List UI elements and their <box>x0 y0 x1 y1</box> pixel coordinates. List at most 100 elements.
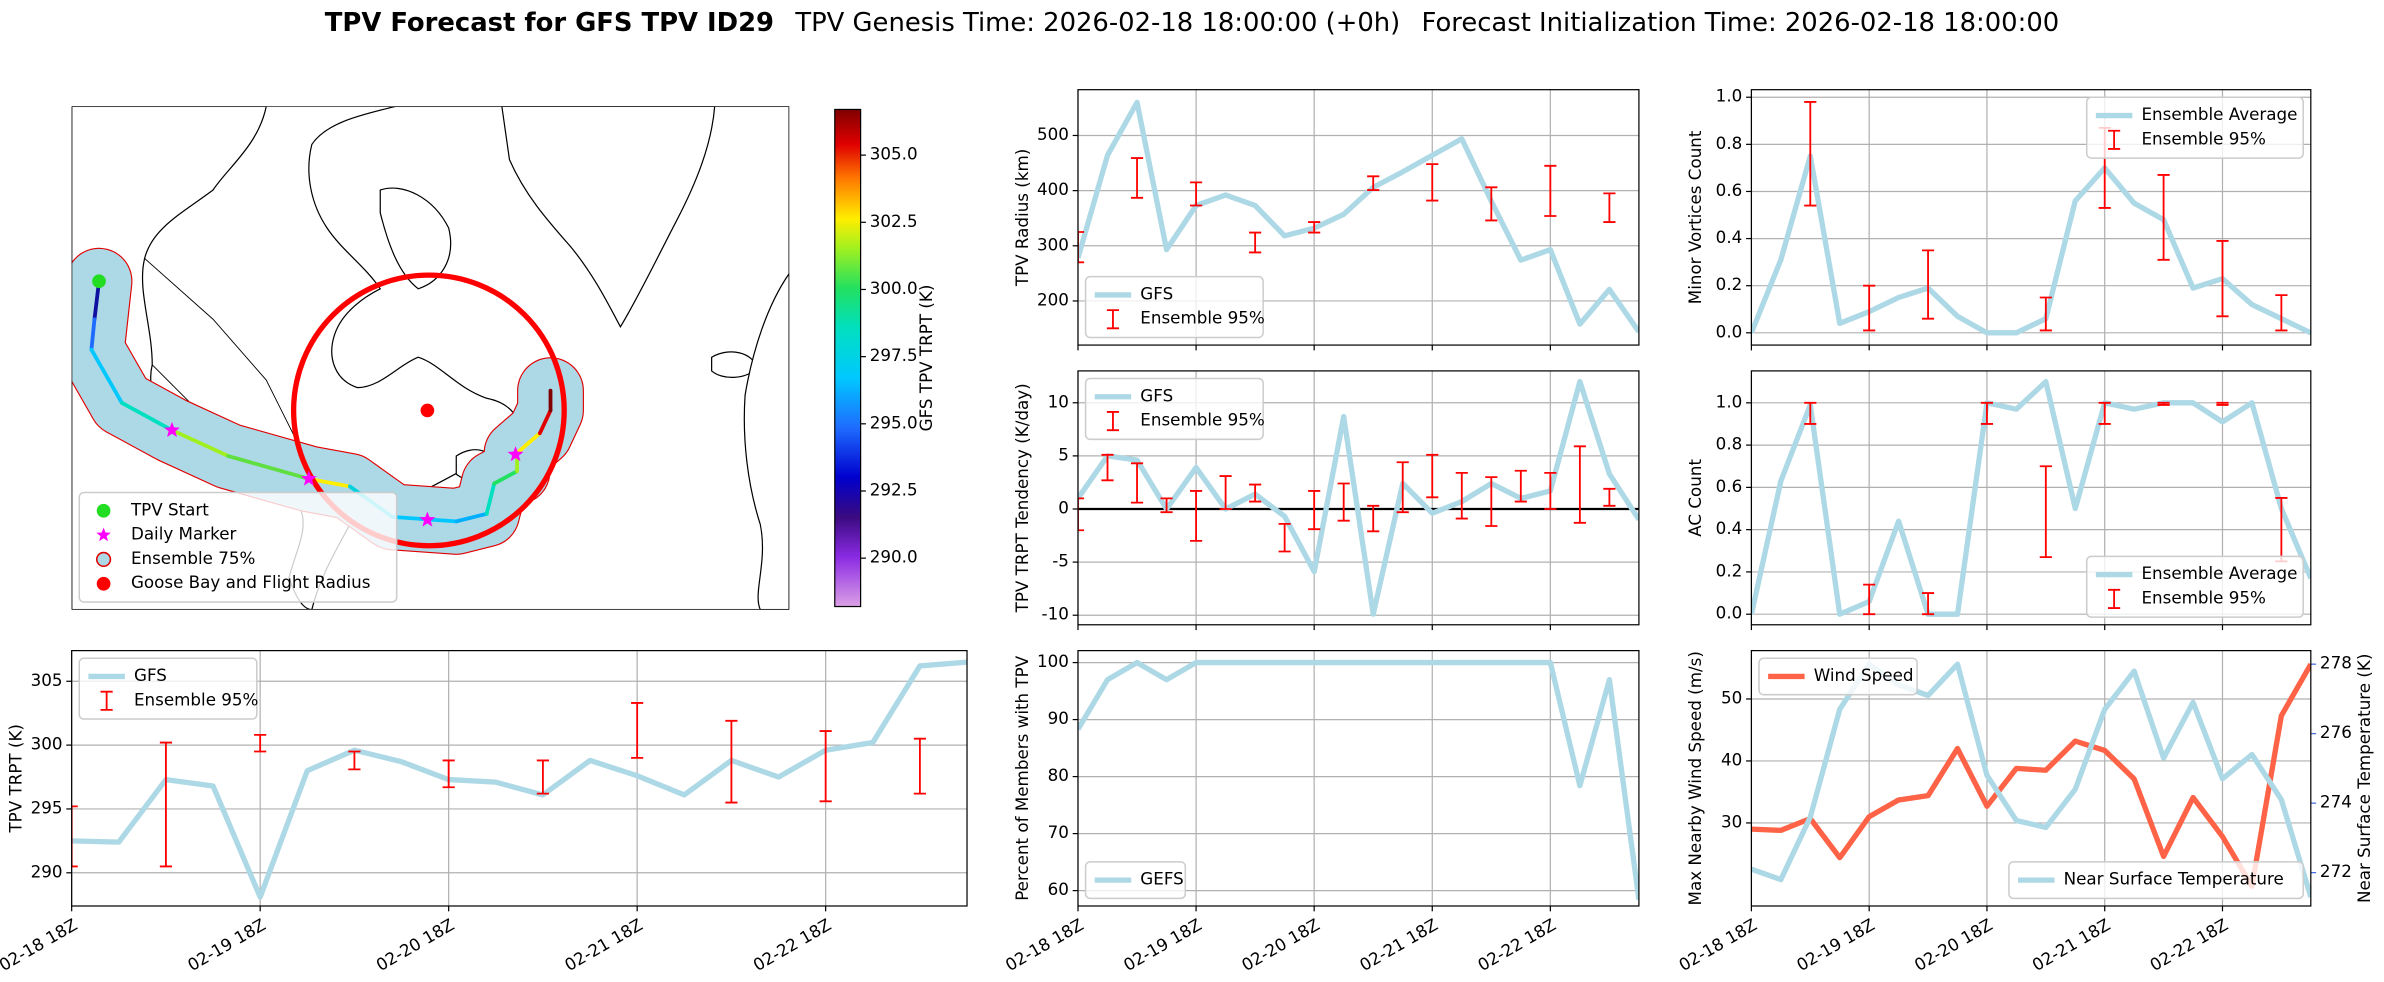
error-bar <box>2216 401 2229 406</box>
error-bar <box>819 730 832 803</box>
y-tick-label: 70 <box>1048 822 1069 842</box>
legend-label: GEFS <box>1140 869 1183 889</box>
colorbar <box>834 108 862 608</box>
line <box>71 659 968 900</box>
line <box>1077 378 1639 617</box>
legend-errorbar <box>100 690 113 711</box>
y-tick-label: 300 <box>1037 234 1069 254</box>
legend-label: Goose Bay and Flight Radius <box>131 572 370 592</box>
y-tick-label: 0.8 <box>1716 434 1743 454</box>
error-bar <box>2216 240 2229 318</box>
y-axis-label: Percent of Members with TPV <box>1012 655 1032 901</box>
y-tick-label: 0.0 <box>1716 603 1743 623</box>
track-segment <box>454 511 489 524</box>
legend-box <box>1084 377 1264 441</box>
plot-frame <box>71 650 968 907</box>
legend-label: Daily Marker <box>131 524 237 544</box>
x-tick-label: 02-20 18Z <box>1911 914 1996 975</box>
legend-box <box>78 657 258 720</box>
plot-frame <box>1077 89 1640 346</box>
flight-radius <box>290 272 567 549</box>
x-tick-label: 02-18 18Z <box>1675 914 1760 975</box>
error-bar <box>1426 163 1439 202</box>
colorbar-label: GFS TPV TRPT (K) <box>916 285 936 432</box>
track-segment <box>170 428 231 458</box>
y-tick-label: 5 <box>1058 444 1069 464</box>
legend-marker <box>96 527 111 542</box>
error-bar <box>2039 296 2052 332</box>
colorbar-tick-label: 297.5 <box>870 345 918 365</box>
track-segment <box>89 317 97 352</box>
y-tick-label: 50 <box>1721 687 1742 707</box>
plot-frame <box>1750 89 2312 346</box>
legend-errorbar <box>2108 129 2121 150</box>
error-bar <box>536 759 549 795</box>
error-bar <box>1804 401 1817 425</box>
x-tick-label: 02-21 18Z <box>1356 914 1441 975</box>
y-tick-label: 100 <box>1037 651 1069 671</box>
plot-frame <box>1077 650 1640 907</box>
error-bar <box>1308 490 1321 531</box>
title: TPV Forecast for GFS TPV ID29 <box>325 7 774 37</box>
x-tick-label: 02-22 18Z <box>2146 914 2231 975</box>
error-bar <box>2275 294 2288 332</box>
colorbar-tick-label: 302.5 <box>870 211 918 231</box>
x-tick-label: 02-20 18Z <box>1238 914 1323 975</box>
y-axis-label: Max Nearby Wind Speed (m/s) <box>1685 651 1705 905</box>
error-bar <box>159 741 172 868</box>
x-tick-label: 02-20 18Z <box>372 914 457 975</box>
line <box>1751 379 2311 617</box>
error-bar <box>725 719 738 804</box>
y-tick-label: 1.0 <box>1716 391 1743 411</box>
error-bar <box>1130 157 1144 199</box>
error-bar <box>1573 445 1586 524</box>
error-bar <box>1485 476 1498 527</box>
error-bar <box>2157 174 2170 261</box>
legend-box <box>1084 861 1187 900</box>
y-tick-label: 60 <box>1048 879 1069 899</box>
y-axis-label: TPV Radius (km) <box>1012 149 1032 287</box>
track-segment <box>492 469 519 486</box>
genesis-time: TPV Genesis Time: 2026-02-18 18:00:00 (+… <box>794 7 1400 37</box>
error-bar <box>1921 249 1935 320</box>
colorbar-tick-label: 305.0 <box>870 144 918 164</box>
x-tick-label: 02-21 18Z <box>561 914 646 975</box>
error-bar <box>1189 490 1203 542</box>
y-tick-label: 400 <box>1037 179 1069 199</box>
line <box>1751 661 2311 898</box>
error-bar <box>1249 231 1262 254</box>
legend-label: Ensemble 95% <box>134 689 258 709</box>
legend-label: GFS <box>1140 385 1173 405</box>
y-tick-label: 200 <box>1037 289 1069 309</box>
error-bar <box>348 750 361 771</box>
track <box>89 279 553 524</box>
error-bar <box>1367 175 1380 191</box>
plot-frame <box>1077 370 1640 626</box>
error-bar <box>2157 401 2170 406</box>
legend-label: Near Surface Temperature <box>2064 869 2284 889</box>
daily-marker <box>300 470 317 486</box>
y-tick-label: 278 <box>2320 653 2352 673</box>
error-bar <box>913 737 926 795</box>
error-bar <box>1130 462 1144 504</box>
coastline <box>743 272 790 610</box>
y-tick-label: 80 <box>1048 765 1069 785</box>
country-border <box>144 258 305 457</box>
x-tick-label: 02-19 18Z <box>1120 914 1205 975</box>
legend-label: Wind Speed <box>1814 665 1914 685</box>
error-bar <box>1544 471 1557 510</box>
track-segment <box>537 408 553 436</box>
y-axis-label: TPV TRPT Tendency (K/day) <box>1012 383 1032 613</box>
legend-box <box>1084 275 1264 339</box>
y-tick-label: 276 <box>2320 722 2352 742</box>
error-bar <box>1544 164 1557 217</box>
error-bar <box>1077 231 1085 264</box>
legend-label: Ensemble 95% <box>1140 410 1264 430</box>
error-bar <box>1219 475 1232 510</box>
legend-errorbar <box>2108 588 2121 609</box>
track-segment <box>119 400 174 433</box>
error-bar <box>1863 583 1876 616</box>
y-tick-label: 10 <box>1048 391 1069 411</box>
legend-box <box>78 491 398 603</box>
y-tick-label: 274 <box>2320 792 2352 812</box>
